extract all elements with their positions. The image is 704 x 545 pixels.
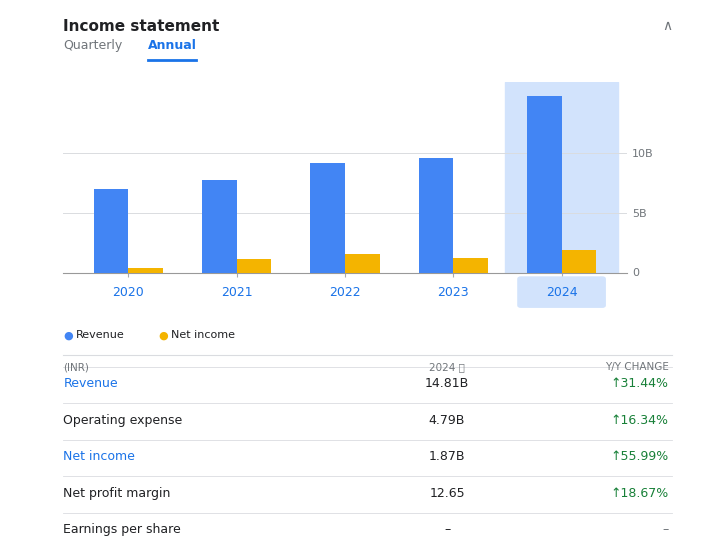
Text: –: – (662, 523, 669, 536)
Text: 14.81B: 14.81B (425, 377, 469, 390)
Text: Quarterly: Quarterly (63, 39, 122, 52)
Text: Y/Y CHANGE: Y/Y CHANGE (605, 362, 669, 372)
Text: Net income: Net income (63, 450, 135, 463)
Bar (419, 158, 453, 272)
Text: ●: ● (63, 330, 73, 340)
Text: Earnings per share: Earnings per share (63, 523, 181, 536)
Text: ↑31.44%: ↑31.44% (611, 377, 669, 390)
Text: 2022: 2022 (329, 286, 360, 299)
Text: Income statement: Income statement (63, 19, 220, 34)
Text: ↑16.34%: ↑16.34% (611, 414, 669, 427)
Bar (310, 163, 345, 272)
Text: (INR): (INR) (63, 362, 89, 372)
Text: 2024 ⓘ: 2024 ⓘ (429, 362, 465, 372)
Text: ↑55.99%: ↑55.99% (610, 450, 669, 463)
Text: ∧: ∧ (662, 19, 672, 33)
Bar (562, 250, 596, 272)
Text: 2021: 2021 (221, 286, 253, 299)
Text: Operating expense: Operating expense (63, 414, 182, 427)
Text: ↑18.67%: ↑18.67% (610, 487, 669, 500)
Text: Net income: Net income (171, 330, 235, 340)
Text: ●: ● (158, 330, 168, 340)
Bar (505, 82, 618, 272)
Text: Net profit margin: Net profit margin (63, 487, 171, 500)
Text: –: – (444, 523, 450, 536)
Text: Revenue: Revenue (63, 377, 118, 390)
Bar (237, 259, 271, 272)
Bar (94, 189, 128, 272)
Text: 2024: 2024 (546, 286, 577, 299)
Text: 4.79B: 4.79B (429, 414, 465, 427)
Text: Revenue: Revenue (76, 330, 125, 340)
Text: 2020: 2020 (113, 286, 144, 299)
Bar (128, 268, 163, 272)
Bar (345, 254, 379, 272)
Text: 2023: 2023 (437, 286, 469, 299)
Bar (202, 179, 237, 272)
Text: Annual: Annual (148, 39, 196, 52)
Bar (527, 96, 562, 272)
Bar (453, 258, 488, 272)
Text: 12.65: 12.65 (429, 487, 465, 500)
Text: 1.87B: 1.87B (429, 450, 465, 463)
